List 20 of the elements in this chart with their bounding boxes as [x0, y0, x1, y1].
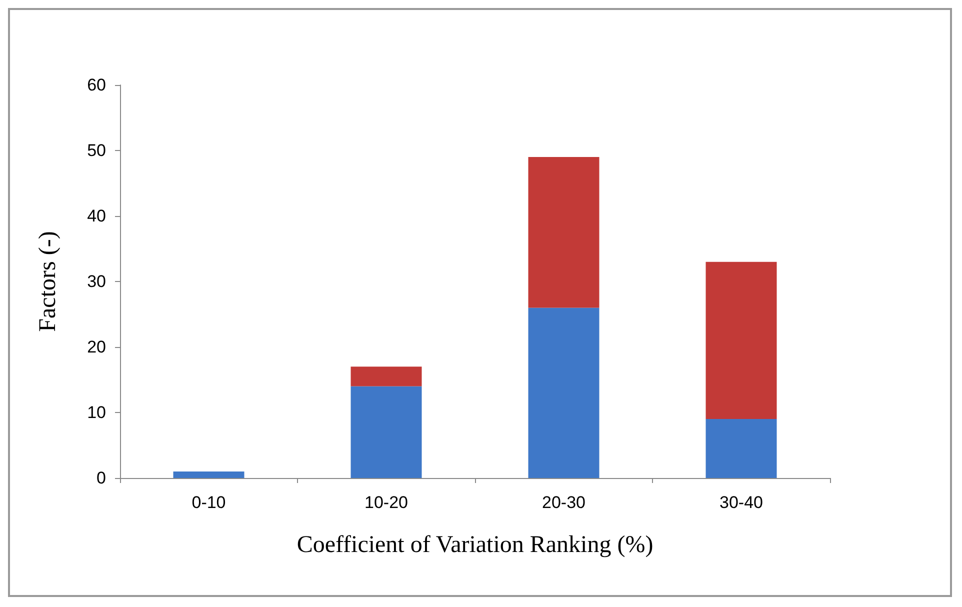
- bar: [528, 157, 600, 308]
- x-tick-label: 0-10: [192, 493, 226, 512]
- y-tick-label: 0: [96, 468, 106, 488]
- bar: [706, 419, 777, 478]
- y-tick-label: 30: [87, 272, 106, 291]
- bar: [706, 262, 777, 420]
- y-tick-label: 40: [87, 206, 106, 226]
- x-tick-label: 10-20: [364, 493, 408, 512]
- bar: [350, 386, 422, 478]
- y-tick-label: 50: [87, 141, 106, 160]
- y-tick-label: 10: [87, 403, 106, 422]
- bar: [173, 471, 244, 478]
- x-axis-title: Coefficient of Variation Ranking (%): [296, 532, 654, 558]
- bar: [350, 366, 422, 386]
- y-tick-label: 60: [87, 76, 106, 94]
- y-tick-label: 20: [87, 338, 106, 356]
- x-tick-label: 20-30: [542, 493, 586, 512]
- bar: [528, 308, 600, 478]
- x-tick-label: 30-40: [720, 493, 763, 512]
- y-axis-title: Factors (-): [35, 231, 61, 332]
